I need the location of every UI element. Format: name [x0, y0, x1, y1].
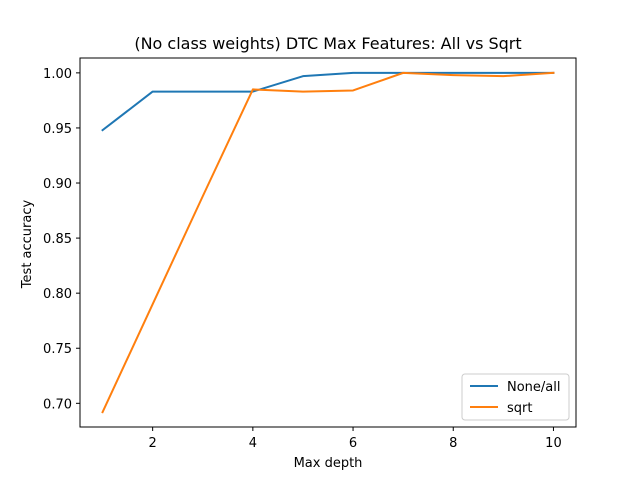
x-axis-ticks: 2 4 6 8 10	[149, 427, 562, 451]
y-axis-label: Test accuracy	[20, 200, 35, 290]
x-tick-label: 8	[449, 436, 457, 451]
y-tick-label: 1.00	[43, 67, 72, 82]
y-tick-label: 0.75	[43, 342, 72, 357]
x-tick-label: 10	[545, 436, 562, 451]
series-line-1	[101, 71, 555, 132]
y-tick-label: 0.80	[43, 287, 72, 302]
plot-area	[101, 71, 555, 414]
legend-label-1: None/all	[507, 380, 561, 395]
chart-title: (No class weights) DTC Max Features: All…	[134, 34, 521, 53]
x-axis-label: Max depth	[294, 456, 363, 471]
legend: None/all sqrt	[461, 373, 570, 421]
y-tick-label: 0.85	[43, 232, 72, 247]
series-line-2	[101, 71, 555, 414]
y-tick-label: 0.70	[43, 397, 72, 412]
y-tick-label: 0.90	[43, 177, 72, 192]
y-axis-ticks: 0.70 0.75 0.80 0.85 0.90 0.95 1.00	[43, 67, 80, 412]
x-tick-label: 2	[149, 436, 157, 451]
x-tick-label: 6	[349, 436, 357, 451]
y-tick-label: 0.95	[43, 122, 72, 137]
axes-frame	[79, 57, 577, 428]
x-tick-label: 4	[249, 436, 257, 451]
legend-label-2: sqrt	[507, 401, 532, 416]
